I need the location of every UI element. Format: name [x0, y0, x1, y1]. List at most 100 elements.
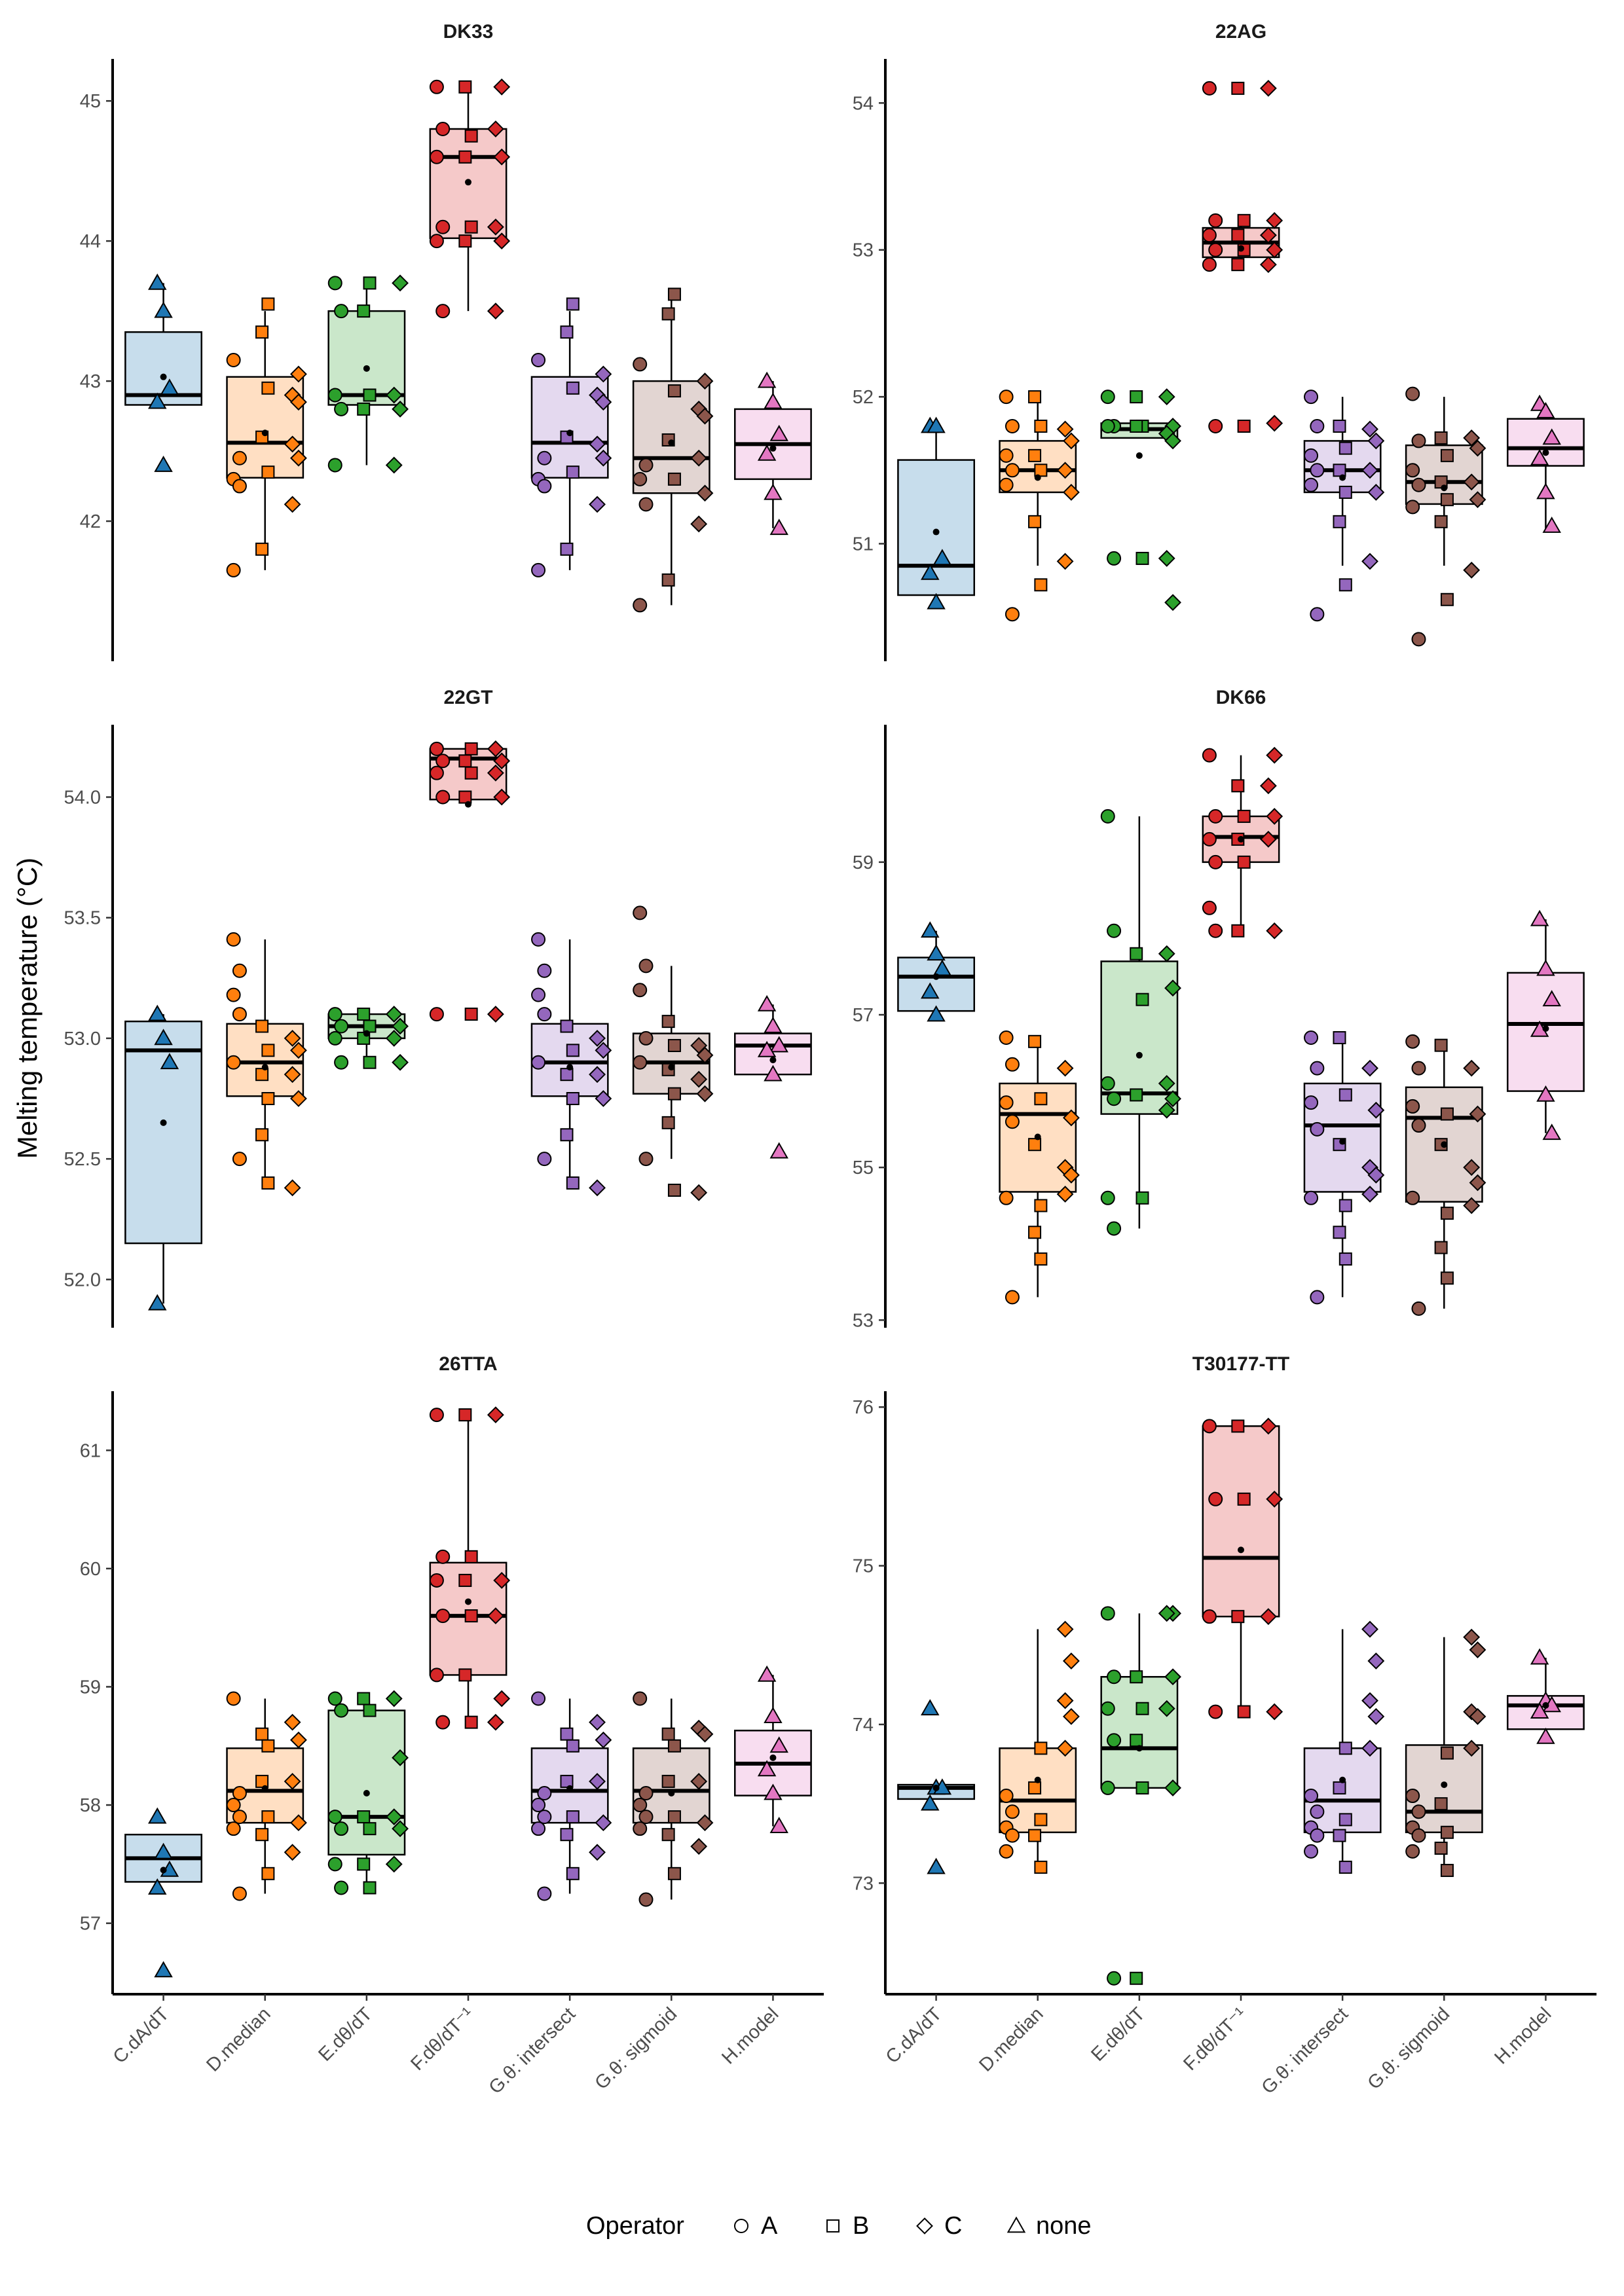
mean-marker [1135, 452, 1143, 459]
data-point [690, 1838, 708, 1855]
data-point [927, 416, 946, 433]
data-point [357, 1008, 371, 1021]
data-point [1202, 81, 1217, 96]
y-tick-label: 55 [853, 1157, 874, 1178]
data-point [1158, 1075, 1175, 1092]
box [897, 957, 975, 1012]
data-point [429, 1667, 444, 1683]
data-point [148, 1878, 167, 1895]
data-point [1231, 81, 1245, 95]
data-point [1338, 485, 1352, 499]
mean-marker [668, 1790, 675, 1796]
data-point [255, 325, 269, 339]
data-point [1208, 418, 1223, 433]
box-group-h-model [734, 371, 812, 536]
data-point [327, 1691, 342, 1706]
data-point [1469, 1174, 1486, 1192]
data-point [1164, 1779, 1181, 1796]
data-point [1100, 390, 1115, 405]
data-point [560, 1068, 574, 1082]
mean-marker [566, 1785, 574, 1792]
legend-key-b [826, 2219, 840, 2232]
data-point [1130, 390, 1143, 404]
data-point [1440, 1863, 1454, 1877]
mean-marker [769, 445, 777, 452]
data-point [566, 381, 580, 395]
data-point [261, 1044, 275, 1057]
data-point [385, 386, 403, 404]
data-point [1338, 1861, 1352, 1874]
data-point [1158, 550, 1175, 567]
data-point [537, 1007, 552, 1022]
data-point [255, 1774, 269, 1788]
data-point [1361, 1692, 1378, 1709]
data-point [261, 1867, 275, 1880]
data-point [757, 1665, 777, 1682]
box-group-g-sigmoid [1405, 1034, 1486, 1316]
data-point [690, 449, 708, 467]
data-point [1034, 578, 1048, 592]
data-point [633, 598, 648, 613]
box-group-f-d-dt [429, 740, 511, 1023]
data-point [757, 994, 777, 1011]
data-point [1056, 420, 1074, 438]
y-tick-label: 54.0 [64, 788, 101, 809]
data-point [633, 357, 648, 372]
box-group-e-d-dt [327, 1690, 409, 1895]
data-point [1208, 923, 1223, 938]
data-point [921, 921, 940, 938]
mean-marker [1441, 1141, 1448, 1148]
mean-marker [769, 1057, 777, 1064]
y-tick-label: 43 [80, 371, 101, 392]
y-tick-label: 42 [80, 511, 101, 532]
x-tick-label: F.dθ/dT⁻¹ [1179, 2003, 1251, 2075]
data-point [226, 987, 241, 1002]
legend-label: B [853, 2212, 869, 2240]
data-point [566, 465, 580, 479]
data-point [289, 449, 307, 467]
data-point [1338, 578, 1352, 592]
data-point [921, 1699, 940, 1716]
data-point [357, 1857, 371, 1871]
data-point [690, 1184, 708, 1201]
panel-t30177-tt: T30177-TT 73 74 75 76 C.dA/dT D.median E.dθ/dT F… [853, 1353, 1596, 2098]
data-point [385, 1808, 403, 1826]
data-point [1405, 1099, 1420, 1114]
data-point [261, 381, 275, 395]
data-point [1056, 462, 1074, 479]
y-tick-label: 61 [80, 1440, 101, 1461]
data-point [1208, 854, 1223, 869]
box-group-c-da-dt [124, 273, 202, 472]
data-point [363, 276, 377, 290]
data-point [531, 1798, 546, 1813]
data-point [487, 1713, 504, 1731]
data-point [1536, 483, 1555, 500]
data-point [154, 1961, 173, 1978]
data-point [1034, 1741, 1048, 1755]
mean-marker [1238, 1546, 1244, 1554]
y-axis-label: Melting temperature (°C) [12, 858, 43, 1159]
box-group-g-intersect [1303, 390, 1385, 622]
data-point [1028, 1829, 1042, 1842]
data-point [327, 1857, 342, 1872]
box-group-e-d-dt [1100, 388, 1181, 611]
y-tick-label: 54 [853, 93, 874, 114]
mean-marker [1238, 835, 1244, 843]
data-point [661, 1828, 675, 1842]
data-point [385, 456, 403, 474]
data-point [1411, 632, 1426, 647]
data-point [1028, 1034, 1042, 1048]
data-point [1361, 1620, 1378, 1638]
data-point [1028, 448, 1042, 462]
data-point [1338, 1741, 1352, 1755]
data-point [1411, 1118, 1426, 1133]
data-point [464, 1715, 478, 1729]
data-point [638, 1810, 654, 1825]
data-point [537, 1886, 552, 1901]
data-point [690, 1070, 708, 1088]
data-point [1304, 1190, 1319, 1205]
data-point [1100, 1780, 1115, 1795]
data-point [255, 542, 269, 556]
data-point [1367, 432, 1385, 450]
data-point [429, 1408, 444, 1423]
